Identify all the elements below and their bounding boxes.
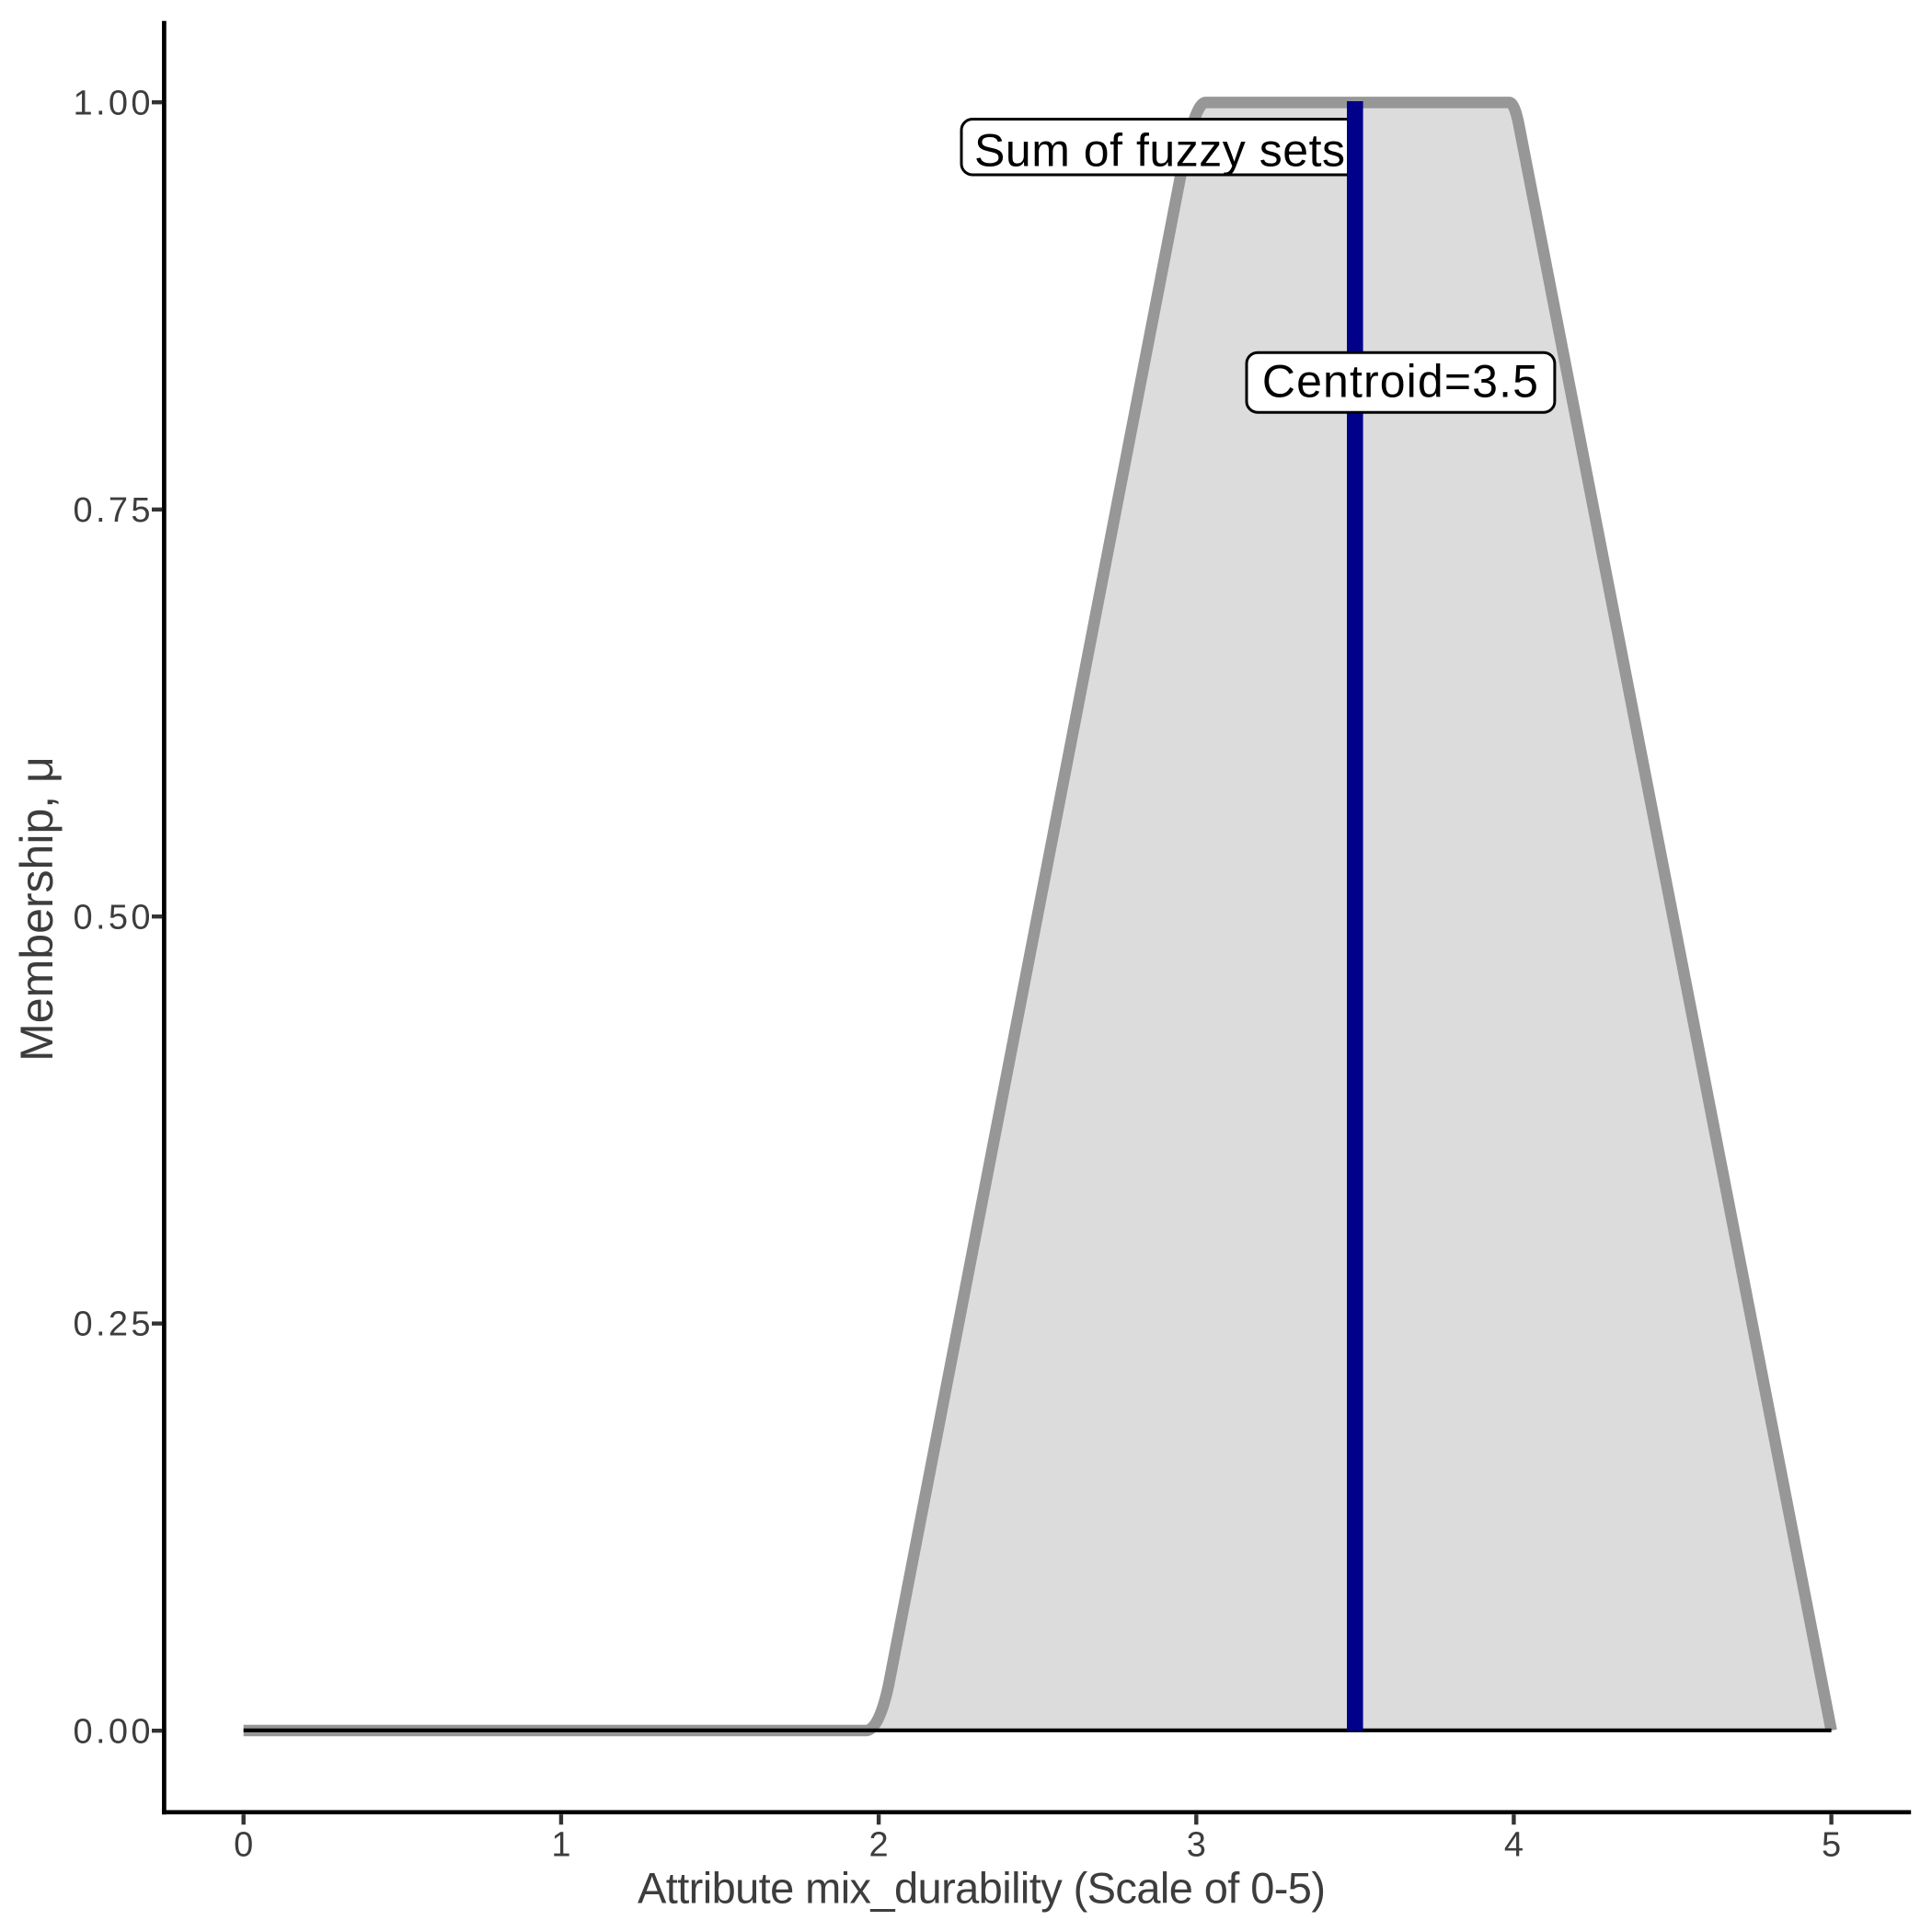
svg-text:0.00: 0.00 [74,1712,151,1751]
svg-text:Membership, μ: Membership, μ [11,756,63,1062]
svg-text:5: 5 [1822,1826,1841,1865]
svg-text:0.50: 0.50 [74,898,151,937]
svg-text:Sum of fuzzy sets: Sum of fuzzy sets [974,124,1345,176]
svg-text:2: 2 [869,1826,889,1865]
svg-text:1.00: 1.00 [74,84,151,122]
svg-text:3: 3 [1187,1826,1206,1865]
svg-text:1: 1 [551,1826,570,1865]
svg-text:0.25: 0.25 [74,1305,151,1344]
svg-text:Attribute mix_durability (Scal: Attribute mix_durability (Scale of 0-5) [638,1863,1326,1912]
svg-text:4: 4 [1504,1826,1524,1865]
svg-text:0.75: 0.75 [74,491,151,530]
svg-text:0: 0 [234,1826,253,1865]
svg-text:Centroid=3.5: Centroid=3.5 [1262,356,1538,408]
